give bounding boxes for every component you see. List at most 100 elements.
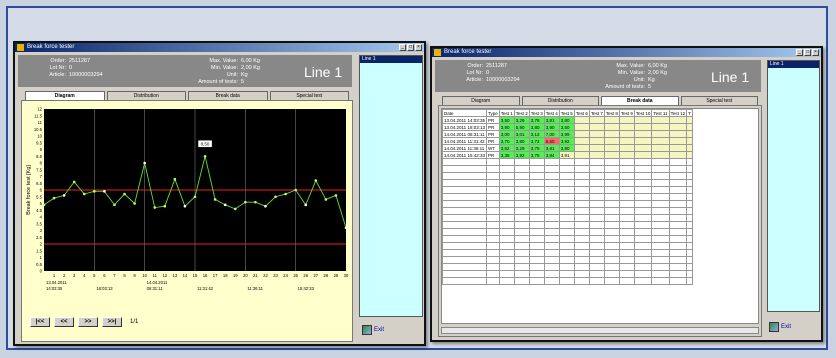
table-cell	[588, 193, 605, 201]
column-header[interactable]: Date	[442, 109, 487, 117]
tab-break-data[interactable]: Break data	[601, 96, 679, 105]
line-list[interactable]: Line 1	[359, 55, 423, 317]
table-cell	[498, 221, 515, 229]
table-row[interactable]	[442, 200, 693, 208]
tab-break-data[interactable]: Break data	[188, 91, 268, 100]
table-row[interactable]	[442, 179, 693, 187]
column-header[interactable]: Test 4	[543, 109, 560, 117]
break-data-table: Date Type Test 1 Test 2 Test 3 Test 4 Test 5 Te…	[442, 109, 693, 285]
table-row[interactable]: 14.04.2011 11:31:42 PR 3,70 3,80 3,72 6,60 3,9…	[442, 137, 693, 145]
minimize-button[interactable]: _	[399, 44, 406, 51]
table-row[interactable]	[442, 249, 693, 257]
table-cell	[528, 235, 545, 243]
column-header[interactable]: Test 9	[618, 109, 635, 117]
table-cell	[528, 186, 545, 194]
tab-diagram[interactable]: Diagram	[25, 91, 105, 100]
tab-diagram[interactable]: Diagram	[442, 96, 520, 105]
table-cell	[498, 200, 515, 208]
title-bar: Break force tester _ □ ×	[15, 43, 424, 52]
table-row[interactable]	[442, 158, 693, 166]
table-row[interactable]: 13.04.2011 18:03:13 PR 3,90 5,90 3,80 3,90 3,5…	[442, 123, 693, 131]
table-cell	[588, 263, 605, 271]
x-tick-label: 15	[193, 273, 198, 278]
x-tick-label: 22	[263, 273, 268, 278]
table-row[interactable]	[442, 186, 693, 194]
table-row[interactable]: 14.04.2011 06:31:11 PR 3,00 3,01 3,12 7,00 3,9…	[442, 130, 693, 138]
table-row[interactable]	[442, 228, 693, 236]
table-cell	[651, 172, 670, 180]
column-header[interactable]: Test 7	[588, 109, 605, 117]
table-row[interactable]	[442, 277, 693, 285]
next-page-button[interactable]: >>	[78, 317, 98, 327]
column-header[interactable]: T	[686, 109, 693, 117]
column-header[interactable]: Test 8	[603, 109, 620, 117]
table-cell	[618, 130, 635, 138]
horizontal-scrollbar[interactable]	[441, 327, 759, 334]
table-row[interactable]	[442, 193, 693, 201]
table-row[interactable]	[442, 270, 693, 278]
column-header[interactable]: Test 5	[558, 109, 575, 117]
last-page-button[interactable]: >>|	[102, 317, 122, 327]
maximize-button[interactable]: □	[804, 49, 811, 56]
diagram-panel: 0 0.5 1 1.5 2 2.5 3 3.5 4 4.5 5 5.5 6 6.5 7 7.5 8 8.5 9 9.5…	[21, 100, 353, 342]
table-row[interactable]	[442, 214, 693, 222]
x-tick-label: 6	[103, 273, 106, 278]
table-row[interactable]	[442, 165, 693, 173]
table-cell	[588, 235, 605, 243]
x-time-label: 15:42:33	[298, 286, 315, 291]
table-cell	[528, 172, 545, 180]
line-list-item[interactable]: Line 1	[360, 56, 422, 63]
table-row[interactable]	[442, 172, 693, 180]
table-cell: 5,90	[513, 123, 530, 131]
maximize-button[interactable]: □	[407, 44, 414, 51]
close-button[interactable]: ×	[812, 49, 819, 56]
tab-special-test[interactable]: Special test	[269, 91, 349, 100]
table-row[interactable]	[442, 221, 693, 229]
column-header[interactable]: Test 2	[513, 109, 530, 117]
column-header[interactable]: Test 10	[633, 109, 653, 117]
line-list[interactable]: Line 1	[767, 60, 820, 312]
table-cell	[442, 270, 487, 278]
exit-button[interactable]: Exit	[769, 322, 791, 332]
prev-page-button[interactable]: <<	[54, 317, 74, 327]
tab-special-test[interactable]: Special test	[680, 96, 758, 105]
table-row[interactable]	[442, 207, 693, 215]
table-cell	[543, 235, 560, 243]
table-cell	[543, 214, 560, 222]
column-header[interactable]: Test 6	[573, 109, 590, 117]
line-list-item[interactable]: Line 1	[768, 61, 819, 68]
column-header[interactable]: Test 12	[668, 109, 688, 117]
column-header[interactable]: Test 1	[498, 109, 515, 117]
tab-distribution[interactable]: Distribution	[521, 96, 599, 105]
tab-distribution[interactable]: Distribution	[106, 91, 186, 100]
table-cell	[442, 242, 487, 250]
column-header[interactable]: Type	[485, 109, 500, 117]
table-cell: 3,80	[513, 137, 530, 145]
table-row[interactable]	[442, 256, 693, 264]
table-cell: 13.04.2011 18:03:13	[442, 123, 487, 131]
first-page-button[interactable]: |<<	[30, 317, 50, 327]
table-row[interactable]: 14.04.2011 11:36:11 WT 3,52 3,29 3,75 3,81 3,8…	[442, 144, 693, 152]
table-cell	[603, 130, 620, 138]
table-cell	[513, 172, 530, 180]
table-row[interactable]	[442, 235, 693, 243]
table-cell	[651, 158, 670, 166]
table-cell: 14.04.2011 06:31:11	[442, 130, 487, 138]
table-cell	[618, 270, 635, 278]
table-cell	[668, 270, 688, 278]
table-row[interactable]	[442, 242, 693, 250]
table-row[interactable]: 13.04.2011 14:03:35 PR 3,50 3,29 3,78 3,81 3,8…	[442, 116, 693, 124]
table-cell	[686, 221, 693, 229]
column-header[interactable]: Test 3	[528, 109, 545, 117]
x-tick-label: 8	[123, 273, 126, 278]
column-header[interactable]: Test 11	[651, 109, 670, 117]
table-cell	[633, 242, 653, 250]
table-row[interactable]: 14.04.2011 15:42:33 PR 3,35 3,92 3,75 3,84 3,9…	[442, 151, 693, 159]
table-cell	[573, 200, 590, 208]
table-cell: PR	[485, 123, 500, 131]
close-button[interactable]: ×	[415, 44, 422, 51]
order-value: 2511287	[486, 63, 508, 69]
minimize-button[interactable]: _	[796, 49, 803, 56]
table-row[interactable]	[442, 263, 693, 271]
exit-button[interactable]: Exit	[362, 325, 384, 335]
